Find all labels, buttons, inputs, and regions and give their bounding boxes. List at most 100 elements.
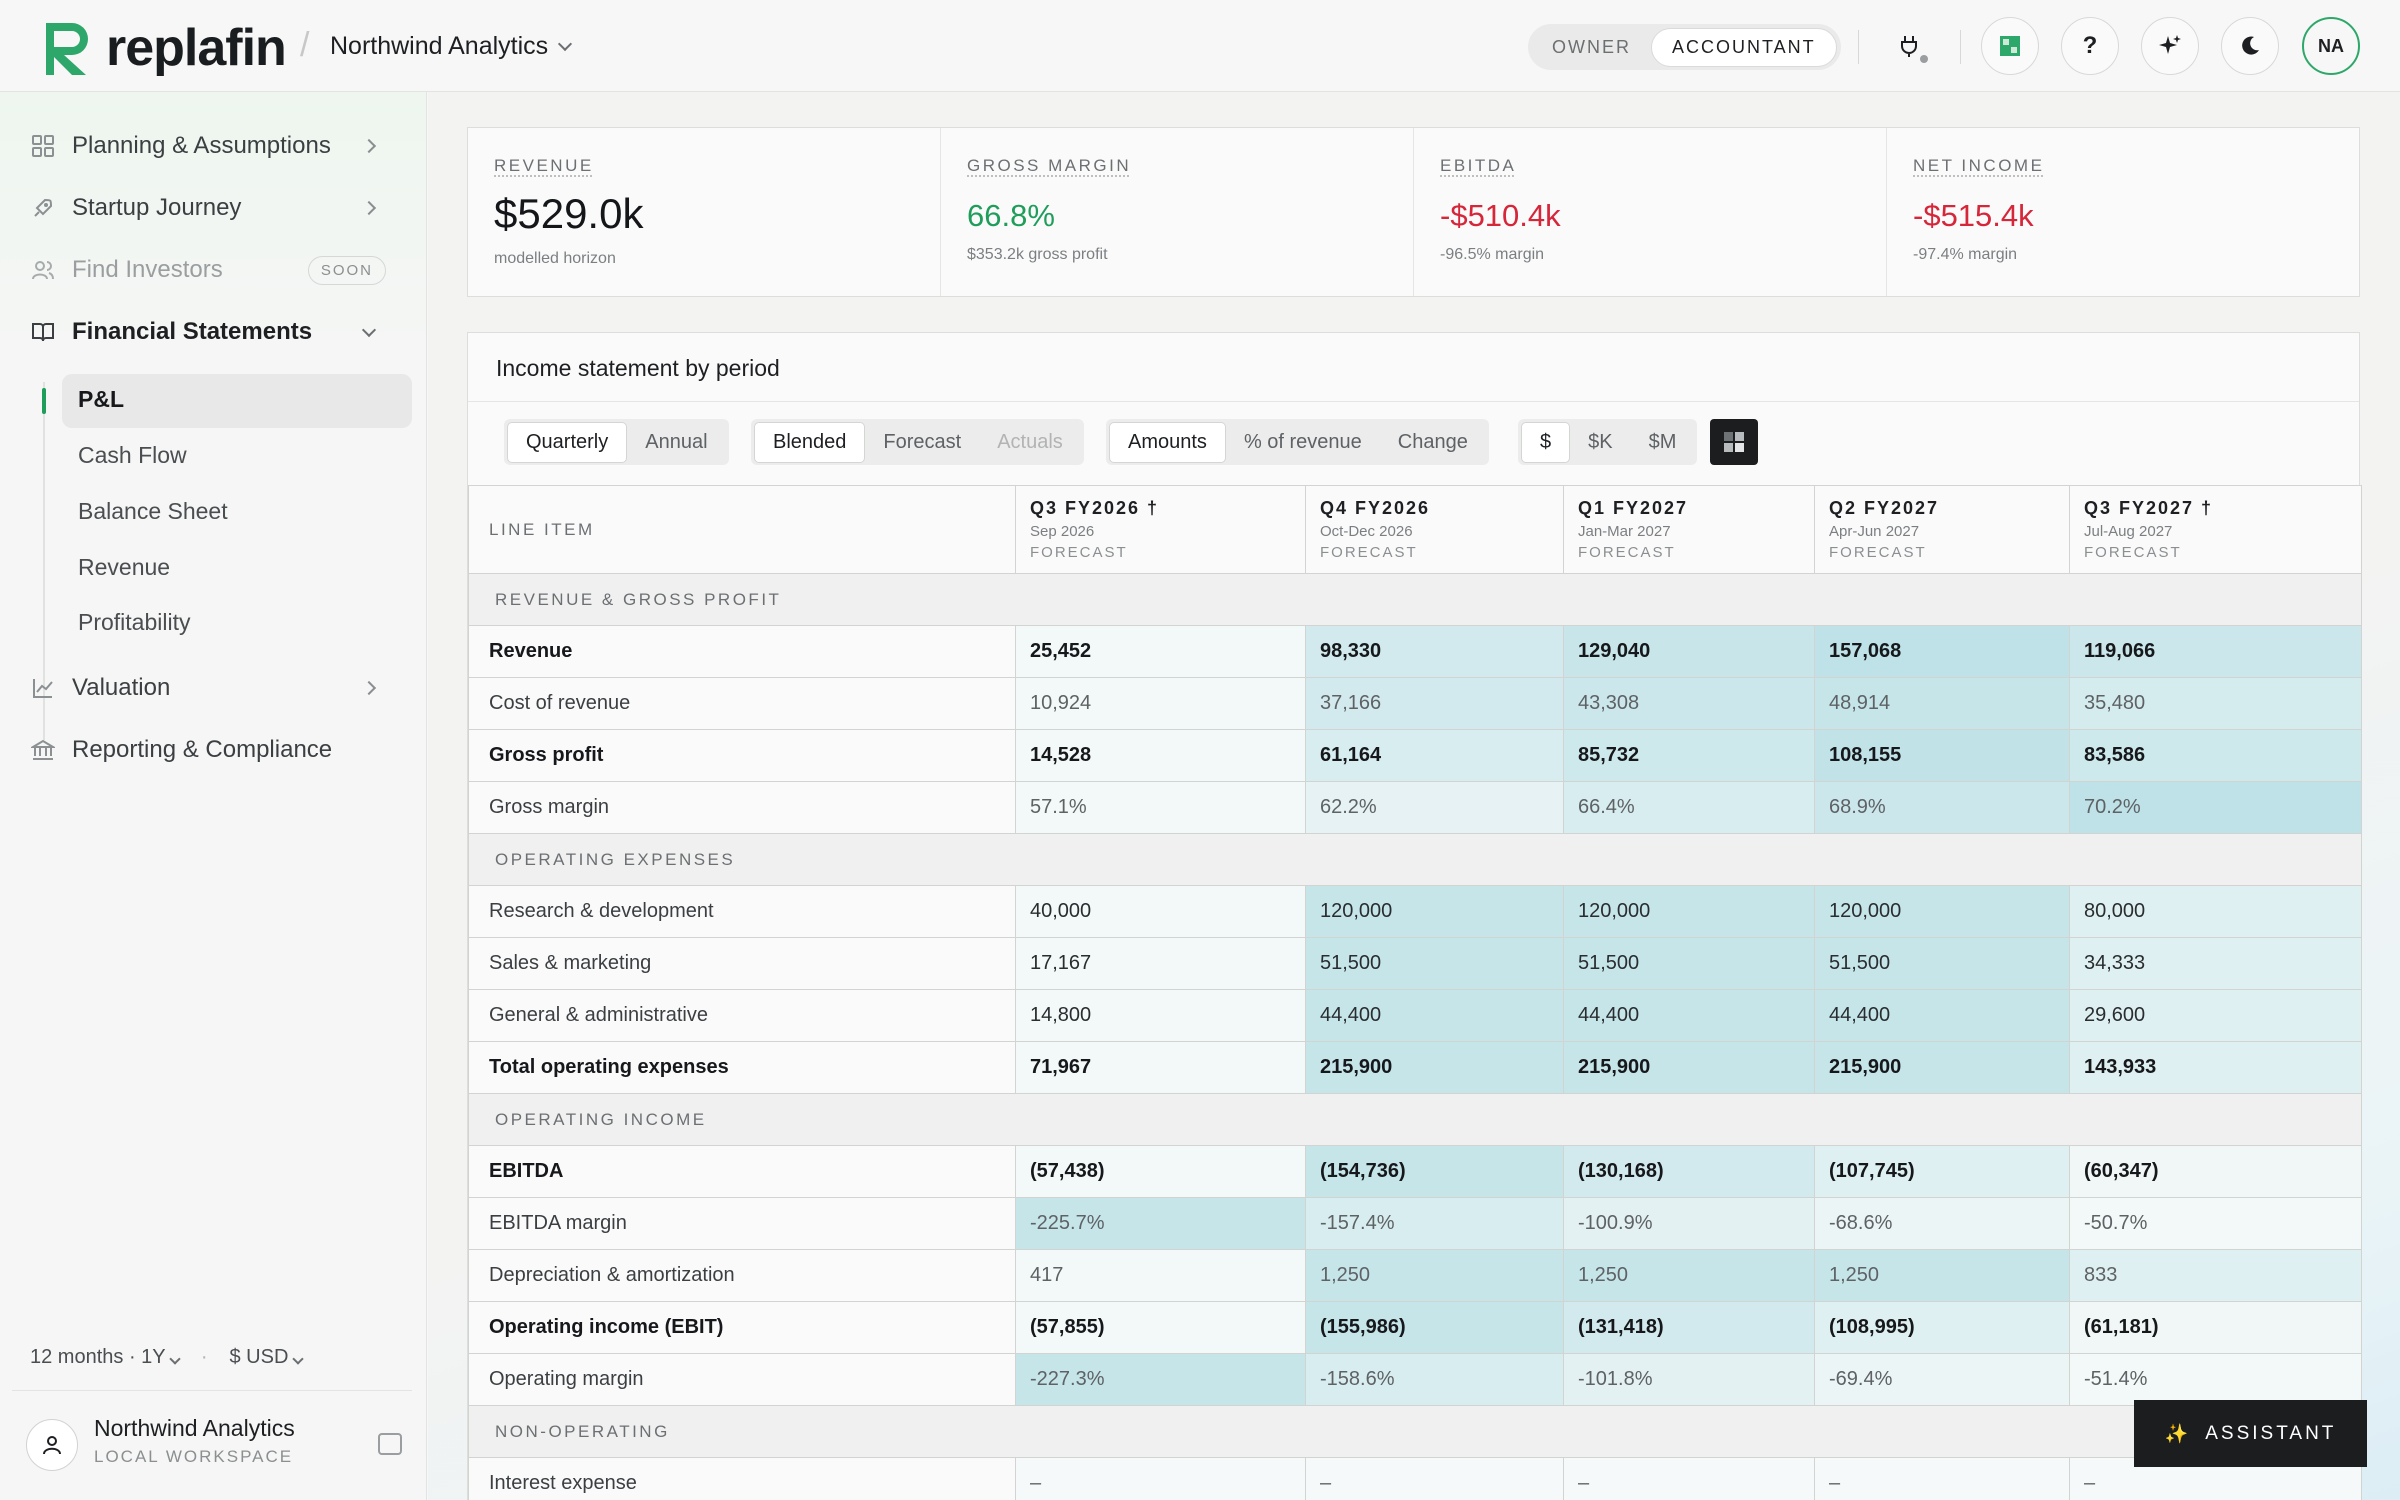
help-button[interactable]: ? — [2061, 17, 2119, 75]
toggle-percent-revenue[interactable]: % of revenue — [1243, 430, 1362, 453]
period-header[interactable]: Q4 FY2026 Oct-Dec 2026 FORECAST — [1305, 485, 1564, 574]
role-toggle[interactable]: OWNER ACCOUNTANT — [1528, 24, 1841, 70]
subnav-item-revenue[interactable]: Revenue — [78, 554, 171, 580]
value-cell[interactable]: 215,900 — [1305, 1041, 1564, 1094]
line-item-label[interactable]: Cost of revenue — [468, 677, 1016, 730]
heatmap-toggle-button[interactable] — [1710, 419, 1758, 465]
line-item-label[interactable]: Operating margin — [468, 1353, 1016, 1406]
sidebar-collapse-icon[interactable] — [378, 1433, 402, 1455]
sidebar-item-startup-journey[interactable]: Startup Journey — [30, 194, 400, 222]
value-cell[interactable]: -157.4% — [1305, 1197, 1564, 1250]
value-cell[interactable]: 37,166 — [1305, 677, 1564, 730]
value-cell[interactable]: 44,400 — [1563, 989, 1815, 1042]
value-cell[interactable]: 70.2% — [2069, 781, 2362, 834]
value-cell[interactable]: – — [1305, 1457, 1564, 1500]
sidebar-item-reporting[interactable]: Reporting & Compliance — [30, 736, 400, 764]
period-toggle[interactable]: Quarterly Annual — [504, 419, 729, 465]
value-cell[interactable]: 51,500 — [1305, 937, 1564, 990]
value-cell[interactable]: 51,500 — [1563, 937, 1815, 990]
value-cell[interactable]: -100.9% — [1563, 1197, 1815, 1250]
theme-toggle-button[interactable] — [2221, 17, 2279, 75]
value-cell[interactable]: -69.4% — [1814, 1353, 2070, 1406]
value-cell[interactable]: 14,528 — [1015, 729, 1306, 782]
period-header[interactable]: Q3 FY2026 † Sep 2026 FORECAST — [1015, 485, 1306, 574]
sidebar-item-financial-statements[interactable]: Financial Statements — [30, 318, 400, 346]
value-cell[interactable]: 66.4% — [1563, 781, 1815, 834]
value-cell[interactable]: 129,040 — [1563, 625, 1815, 678]
subnav-item-balance-sheet[interactable]: Balance Sheet — [78, 498, 228, 524]
toggle-thousands[interactable]: $K — [1588, 430, 1613, 453]
toggle-dollars[interactable]: $ — [1521, 421, 1571, 463]
line-item-label[interactable]: Gross margin — [468, 781, 1016, 834]
view-toggle[interactable]: Amounts % of revenue Change — [1106, 419, 1489, 465]
value-cell[interactable]: (130,168) — [1563, 1145, 1815, 1198]
toggle-quarterly[interactable]: Quarterly — [507, 421, 628, 463]
line-item-label[interactable]: Operating income (EBIT) — [468, 1301, 1016, 1354]
value-cell[interactable]: – — [1015, 1457, 1306, 1500]
line-item-label[interactable]: Gross profit — [468, 729, 1016, 782]
period-header[interactable]: Q1 FY2027 Jan-Mar 2027 FORECAST — [1563, 485, 1815, 574]
role-owner[interactable]: OWNER — [1552, 36, 1631, 57]
value-cell[interactable]: (61,181) — [2069, 1301, 2362, 1354]
value-cell[interactable]: -50.7% — [2069, 1197, 2362, 1250]
value-cell[interactable]: – — [1814, 1457, 2070, 1500]
ai-button[interactable] — [2141, 17, 2199, 75]
value-cell[interactable]: 108,155 — [1814, 729, 2070, 782]
toggle-millions[interactable]: $M — [1648, 430, 1677, 453]
line-item-label[interactable]: EBITDA — [468, 1145, 1016, 1198]
subnav-item-cash-flow[interactable]: Cash Flow — [78, 442, 187, 468]
value-cell[interactable]: -51.4% — [2069, 1353, 2362, 1406]
toggle-change[interactable]: Change — [1397, 430, 1468, 453]
value-cell[interactable]: 119,066 — [2069, 625, 2362, 678]
value-cell[interactable]: 215,900 — [1563, 1041, 1815, 1094]
avatar[interactable]: NA — [2302, 17, 2360, 75]
value-cell[interactable]: -225.7% — [1015, 1197, 1306, 1250]
value-cell[interactable]: 417 — [1015, 1249, 1306, 1302]
period-header[interactable]: Q2 FY2027 Apr-Jun 2027 FORECAST — [1814, 485, 2070, 574]
subnav-item-pnl[interactable]: P&L — [78, 386, 124, 412]
value-cell[interactable]: 17,167 — [1015, 937, 1306, 990]
value-cell[interactable]: 98,330 — [1305, 625, 1564, 678]
value-cell[interactable]: 85,732 — [1563, 729, 1815, 782]
value-cell[interactable]: 1,250 — [1305, 1249, 1564, 1302]
value-cell[interactable]: 83,586 — [2069, 729, 2362, 782]
value-cell[interactable]: 1,250 — [1563, 1249, 1815, 1302]
value-cell[interactable]: 25,452 — [1015, 625, 1306, 678]
currency-selector[interactable]: $ USD — [230, 1346, 304, 1369]
value-cell[interactable]: (131,418) — [1563, 1301, 1815, 1354]
spreadsheet-button[interactable] — [1981, 17, 2039, 75]
unit-toggle[interactable]: $ $K $M — [1518, 419, 1698, 465]
value-cell[interactable]: – — [1563, 1457, 1815, 1500]
mode-toggle[interactable]: Blended Forecast Actuals — [751, 419, 1084, 465]
value-cell[interactable]: 71,967 — [1015, 1041, 1306, 1094]
value-cell[interactable]: 43,308 — [1563, 677, 1815, 730]
sidebar-item-planning[interactable]: Planning & Assumptions — [30, 132, 400, 160]
value-cell[interactable]: 62.2% — [1305, 781, 1564, 834]
value-cell[interactable]: 29,600 — [2069, 989, 2362, 1042]
brand-logo[interactable]: replafin — [42, 18, 287, 78]
line-item-label[interactable]: Research & development — [468, 885, 1016, 938]
period-header[interactable]: Q3 FY2027 † Jul-Aug 2027 FORECAST — [2069, 485, 2362, 574]
sidebar-item-valuation[interactable]: Valuation — [30, 674, 400, 702]
value-cell[interactable]: -101.8% — [1563, 1353, 1815, 1406]
value-cell[interactable]: (154,736) — [1305, 1145, 1564, 1198]
value-cell[interactable]: 51,500 — [1814, 937, 2070, 990]
value-cell[interactable]: 40,000 — [1015, 885, 1306, 938]
value-cell[interactable]: 120,000 — [1305, 885, 1564, 938]
line-item-label[interactable]: Revenue — [468, 625, 1016, 678]
line-item-label[interactable]: EBITDA margin — [468, 1197, 1016, 1250]
line-item-label[interactable]: Total operating expenses — [468, 1041, 1016, 1094]
value-cell[interactable]: (107,745) — [1814, 1145, 2070, 1198]
value-cell[interactable]: -158.6% — [1305, 1353, 1564, 1406]
value-cell[interactable]: 120,000 — [1814, 885, 2070, 938]
role-accountant[interactable]: ACCOUNTANT — [1651, 27, 1837, 67]
line-item-label[interactable]: General & administrative — [468, 989, 1016, 1042]
value-cell[interactable]: (57,855) — [1015, 1301, 1306, 1354]
line-item-label[interactable]: Sales & marketing — [468, 937, 1016, 990]
value-cell[interactable]: (57,438) — [1015, 1145, 1306, 1198]
toggle-blended[interactable]: Blended — [754, 421, 866, 463]
value-cell[interactable]: -68.6% — [1814, 1197, 2070, 1250]
value-cell[interactable]: 157,068 — [1814, 625, 2070, 678]
value-cell[interactable]: (155,986) — [1305, 1301, 1564, 1354]
value-cell[interactable]: 80,000 — [2069, 885, 2362, 938]
